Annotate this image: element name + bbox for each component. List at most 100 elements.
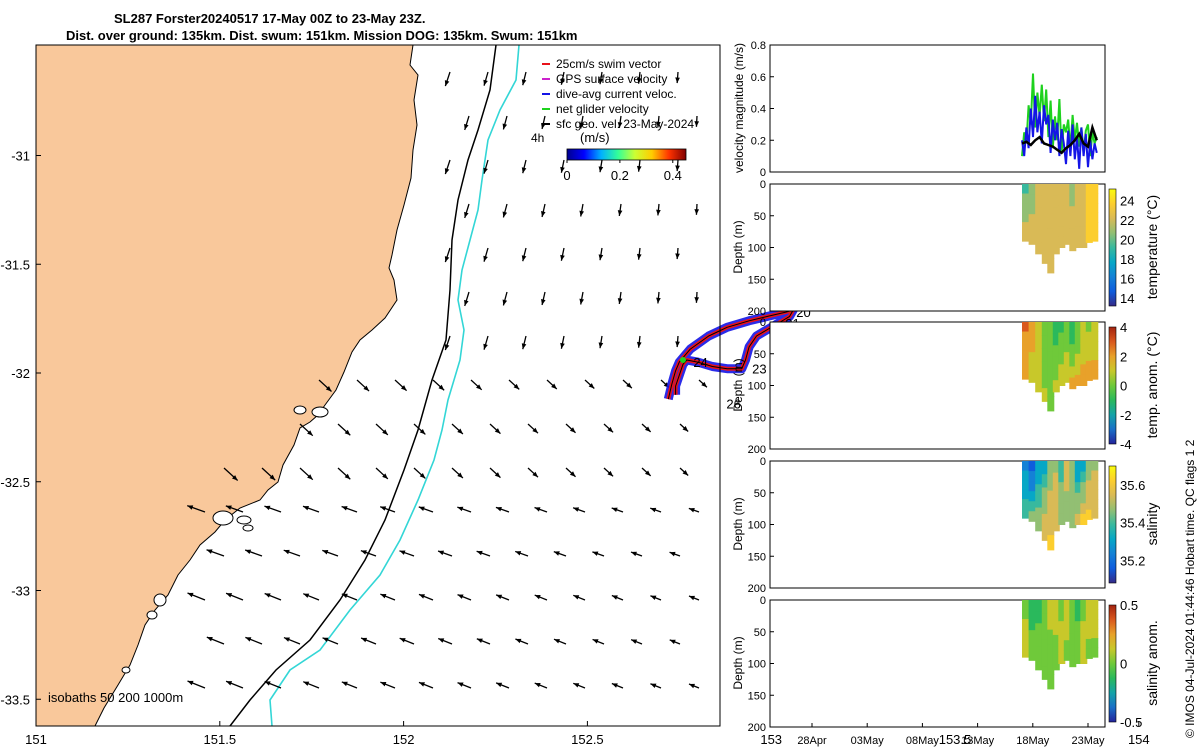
heatmap-cell (1058, 610, 1066, 622)
heatmap-cell (1047, 614, 1055, 631)
velocity-series-1 (1021, 95, 1098, 169)
velocity-arrow-head (457, 506, 464, 512)
velocity-arrow-head (502, 211, 508, 218)
velocity-arrow-head (636, 77, 642, 84)
velocity-arrow-head (226, 681, 233, 686)
legend-entry-0: 25cm/s swim vector (556, 57, 661, 71)
heatmap-cell (1041, 600, 1049, 614)
map-colorbar-label: (m/s) (580, 130, 610, 145)
colorbar-ticklabel-3--0.5: -0.5 (1120, 715, 1142, 730)
velocity-arrow-head (569, 471, 576, 477)
heatmap-cell (1091, 212, 1099, 223)
heatmap-ylabel-3: Depth (m) (731, 636, 745, 689)
heatmap-cell (1085, 509, 1093, 520)
heatmap-cell (1074, 205, 1082, 217)
colorbar-ticklabel-0-16: 16 (1120, 272, 1134, 287)
heatmap-cell (1080, 215, 1088, 227)
velocity-arrow-head (644, 426, 651, 432)
velocity-arrow-head (675, 77, 680, 84)
heatmap-cell (1091, 322, 1099, 333)
heatmap-ytick-label-1-200: 200 (748, 444, 766, 456)
heatmap-cell (1074, 374, 1082, 386)
heatmap-cell (1080, 652, 1088, 664)
heatmap-cell (1022, 638, 1029, 649)
velocity-arrow-head (688, 508, 695, 513)
heatmap-cell (1028, 352, 1036, 363)
heatmap-cell (1035, 218, 1043, 232)
velocity-arrow-head (521, 167, 527, 174)
heatmap-cell (1041, 513, 1049, 528)
heatmap-cell (1047, 322, 1055, 338)
heatmap-cell (1085, 322, 1093, 333)
heatmap-cell (1085, 360, 1093, 372)
heatmap-ytick-label-3-200: 200 (748, 722, 766, 734)
velocity-arrow-head (400, 385, 407, 391)
heatmap-cell (1091, 647, 1099, 658)
velocity-arrow-head (476, 550, 483, 556)
colorbar-label-2: salinity (1144, 503, 1160, 546)
heatmap-cell (1063, 501, 1071, 512)
heatmap-ytick-label-0-50: 50 (754, 211, 766, 223)
velocity-arrow-head (630, 551, 637, 557)
heatmap-cell (1041, 652, 1049, 667)
velocity-arrow-head (669, 551, 676, 557)
heatmap-cell (1063, 362, 1071, 373)
heatmap-cell (1041, 197, 1049, 211)
heatmap-cell (1080, 503, 1088, 515)
velocity-panel-frame (769, 44, 1106, 173)
velocity-arrow-head (494, 428, 501, 434)
heatmap-cell (1022, 619, 1029, 630)
velocity-arrow-head (363, 385, 370, 392)
heatmap-cell (1085, 480, 1093, 491)
velocity-arrow-head (617, 210, 623, 216)
colorbar-ticklabel-0-24: 24 (1120, 194, 1134, 209)
isobath-legend: isobaths 50 200 1000m (48, 690, 183, 705)
heatmap-cell (1028, 511, 1036, 522)
time-xtick-label-18May: 18May (1016, 735, 1050, 747)
heatmap-cell (1047, 336, 1055, 353)
map-xtick-label-152: 152 (393, 732, 415, 747)
heatmap-cell (1085, 600, 1093, 611)
estuary-7 (121, 666, 131, 674)
velocity-arrow-head (650, 595, 657, 600)
heatmap-cell (1080, 364, 1088, 376)
heatmap-cell (1052, 356, 1060, 370)
heatmap-cells-3 (1022, 600, 1099, 690)
velocity-arrow-head (675, 253, 680, 260)
heatmap-cell (1035, 495, 1043, 509)
velocity-arrow-head (694, 297, 700, 303)
velocity-arrow-head (592, 551, 599, 556)
heatmap-cells-1 (1022, 322, 1099, 412)
velocity-arrow-head (694, 209, 700, 215)
velocity-arrow-head (617, 298, 623, 304)
heatmap-cell (1063, 610, 1071, 621)
legend-entry-4: sfc geo. vel. 23-May-2024 (556, 117, 694, 131)
velocity-arrow-head (380, 506, 387, 511)
velocity-arrow-head (303, 681, 310, 686)
heatmap-cell (1063, 214, 1071, 225)
velocity-arrow-head (515, 638, 522, 644)
velocity-arrow-head (483, 343, 488, 350)
velocity-arrow-head (688, 683, 695, 689)
velocity-arrow-head (560, 342, 565, 349)
colorbar-ticklabel-2-35.2: 35.2 (1120, 553, 1145, 568)
heatmap-cell (1080, 374, 1088, 386)
heatmap-cell (1041, 322, 1049, 336)
heatmap-cell (1080, 642, 1088, 654)
heatmap-cell (1074, 364, 1082, 376)
velocity-arrow-head (656, 209, 661, 216)
heatmap-cell (1035, 333, 1043, 346)
heatmap-cell (1035, 623, 1043, 636)
heatmap-cell (1035, 646, 1043, 659)
colorbar-ticklabel-2-35.4: 35.4 (1120, 516, 1145, 531)
heatmap-cell (1028, 362, 1036, 373)
map-colorbar-ticklabel-0: 0 (563, 168, 570, 183)
velocity-arrow-head (644, 470, 651, 476)
velocity-arrow-head (206, 637, 213, 642)
colorbar-ticklabel-0-14: 14 (1120, 291, 1134, 306)
velocity-arrow-head (626, 382, 632, 389)
heatmap-cell (1058, 194, 1066, 206)
heatmap-cell (1069, 505, 1077, 518)
heatmap-cell (1035, 507, 1043, 520)
